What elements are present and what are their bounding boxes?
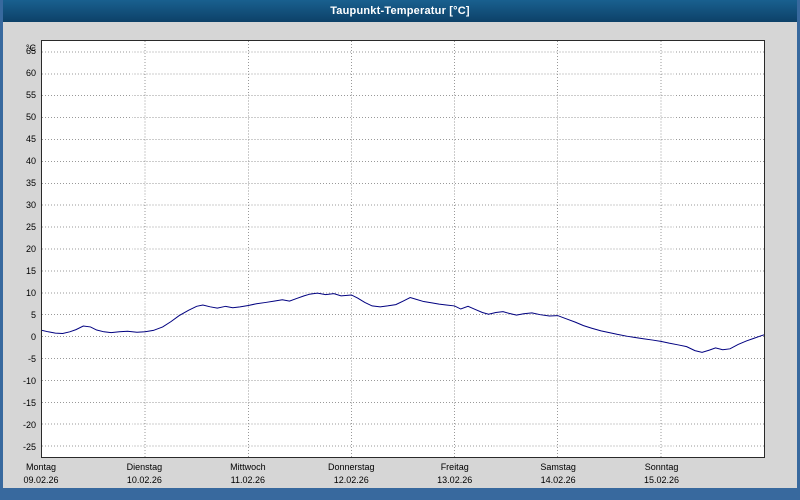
- y-tick-label: -15: [22, 398, 36, 408]
- y-tick-label: 10: [25, 288, 36, 298]
- x-date-label: 11.02.26: [230, 475, 266, 485]
- chart-area: °C 65 60 55 50 45 40 35 30 25 20 15 10 5 0 -5 -10 -15 -20…: [3, 22, 797, 488]
- x-date-label: 13.02.26: [437, 475, 473, 485]
- y-tick-label: 65: [25, 46, 36, 56]
- y-tick-label: 30: [25, 200, 36, 210]
- y-tick-label: 20: [25, 244, 36, 254]
- y-axis-unit-label: °C: [25, 43, 36, 53]
- x-date-label: 15.02.26: [644, 475, 680, 485]
- y-tick-label: -10: [22, 376, 36, 386]
- x-date-label: 14.02.26: [540, 475, 576, 485]
- plot-area: [41, 40, 765, 458]
- x-day-label: Donnerstag: [328, 462, 375, 472]
- y-tick-label: 40: [25, 156, 36, 166]
- x-day-label: Montag: [25, 462, 57, 472]
- dewpoint-series-line: [42, 292, 764, 353]
- dewpoint-line-chart: [42, 41, 764, 457]
- y-tick-label: 50: [25, 112, 36, 122]
- y-tick-label: 45: [25, 134, 36, 144]
- y-tick-label: 15: [25, 266, 36, 276]
- y-tick-label: 55: [25, 90, 36, 100]
- x-date-label: 09.02.26: [23, 475, 59, 485]
- y-tick-label: 35: [25, 178, 36, 188]
- window-title: Taupunkt-Temperatur [°C]: [330, 5, 470, 17]
- x-day-label: Dienstag: [126, 462, 163, 472]
- y-tick-label: -25: [22, 442, 36, 452]
- status-strip: [3, 488, 797, 500]
- y-tick-label: 25: [25, 222, 36, 232]
- x-day-label: Mittwoch: [230, 462, 266, 472]
- x-day-label: Freitag: [440, 462, 469, 472]
- y-tick-label: -5: [27, 354, 36, 364]
- x-axis: Montag 09.02.26 Dienstag 10.02.26 Mittwoch 11…: [23, 462, 765, 488]
- y-tick-label: 5: [30, 310, 36, 320]
- y-tick-label: 60: [25, 68, 36, 78]
- x-date-label: 12.02.26: [333, 475, 369, 485]
- x-day-label: Sonntag: [644, 462, 679, 472]
- y-tick-label: 0: [30, 332, 36, 342]
- y-tick-label: -20: [22, 420, 36, 430]
- x-day-label: Samstag: [540, 462, 576, 472]
- x-date-label: 10.02.26: [126, 475, 162, 485]
- title-bar[interactable]: Taupunkt-Temperatur [°C]: [3, 0, 797, 22]
